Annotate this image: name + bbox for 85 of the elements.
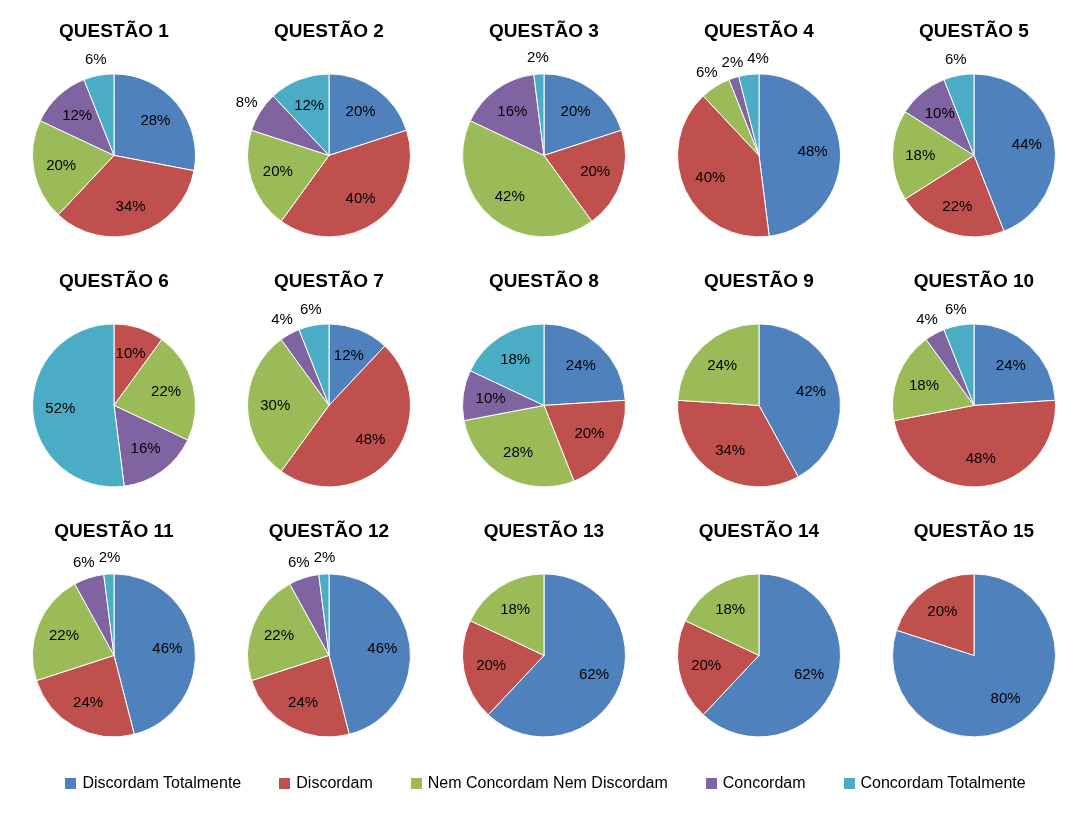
data-label: 46% [367,638,398,656]
data-label: 18% [908,375,939,393]
chart-title: QUESTÃO 6 [59,269,169,291]
data-label: 20% [574,424,605,442]
data-label: 46% [152,638,183,656]
data-label: 6% [84,49,107,67]
chart-title: QUESTÃO 8 [489,269,599,291]
data-label: 62% [579,665,610,683]
data-label: 12% [333,345,364,363]
data-label: 10% [924,104,955,122]
data-label: 6% [944,299,967,317]
data-label: 2% [721,52,744,70]
data-label: 20% [476,655,507,673]
legend-label: Concordam [722,774,806,792]
chart-title: QUESTÃO 9 [704,269,814,291]
data-label: 12% [62,106,93,124]
legend-label: Discordam Totalmente [82,774,242,792]
data-label: 6% [944,49,967,67]
data-label: 52% [45,398,76,416]
data-label: 62% [794,665,825,683]
data-label: 24% [73,692,104,710]
data-label: 24% [995,356,1026,374]
chart-title: QUESTÃO 3 [489,19,599,41]
data-label: 20% [580,162,611,180]
data-label: 22% [48,625,79,643]
data-label: 18% [500,350,531,368]
data-label: 20% [262,162,293,180]
data-label: 24% [565,356,596,374]
data-label: 18% [500,600,531,618]
data-label: 44% [1011,135,1042,153]
data-label: 30% [260,395,291,413]
chart-title: QUESTÃO 5 [919,19,1030,41]
data-label: 22% [942,196,973,214]
data-label: 24% [707,356,738,374]
chart-title: QUESTÃO 10 [913,269,1035,291]
data-label: 42% [494,186,525,204]
data-label: 40% [345,189,376,207]
data-label: 34% [715,440,746,458]
data-label: 48% [965,448,996,466]
data-label: 20% [345,102,376,120]
data-label: 20% [46,155,77,173]
data-label: 6% [695,63,718,81]
data-label: 48% [797,142,828,160]
chart-title: QUESTÃO 1 [59,19,170,41]
data-label: 20% [927,602,958,620]
data-label: 6% [299,299,322,317]
data-label: 42% [796,382,827,400]
data-label: 8% [235,93,258,111]
data-label: 4% [747,48,769,66]
data-label: 10% [475,388,506,406]
chart-title: QUESTÃO 2 [274,19,384,41]
legend-label: Concordam Totalmente [860,774,1026,792]
chart-title: QUESTÃO 4 [704,19,815,41]
data-label: 28% [503,442,534,460]
data-label: 4% [916,310,938,328]
data-label: 40% [695,168,726,186]
data-label: 18% [715,600,746,618]
data-label: 22% [263,625,294,643]
data-label: 16% [130,439,161,457]
data-label: 6% [73,552,95,570]
legend-label: Discordam [296,774,373,792]
data-label: 34% [115,196,146,214]
chart-title: QUESTÃO 15 [913,519,1035,541]
chart-title: QUESTÃO 7 [274,269,384,291]
data-label: 18% [905,145,936,163]
legend-label: Nem Concordam Nem Discordam [427,774,668,792]
data-label: 22% [151,382,182,400]
data-label: 80% [990,689,1021,707]
data-label: 20% [560,102,591,120]
chart-title: QUESTÃO 12 [268,519,390,541]
chart-title: QUESTÃO 11 [54,519,175,541]
data-label: 16% [497,102,528,120]
data-label: 28% [140,111,171,129]
data-label: 10% [115,344,146,362]
data-label: 6% [288,552,310,570]
data-label: 24% [288,692,319,710]
data-label: 2% [313,548,336,566]
data-label: 4% [271,310,293,328]
data-label: 12% [294,95,325,113]
chart-title: QUESTÃO 13 [483,519,605,541]
data-label: 2% [98,548,121,566]
data-label: 20% [691,655,722,673]
data-label: 2% [527,48,549,66]
chart-title: QUESTÃO 14 [698,519,820,541]
data-label: 48% [355,429,386,447]
